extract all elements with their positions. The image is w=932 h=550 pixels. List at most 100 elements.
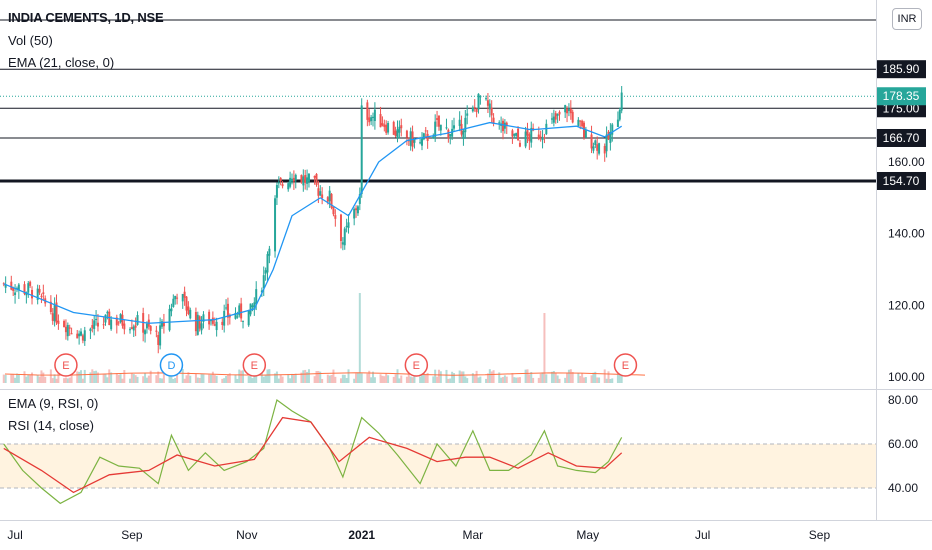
candle-body bbox=[464, 117, 467, 133]
candle-body bbox=[356, 206, 359, 214]
candle-body bbox=[172, 298, 175, 307]
candle-body bbox=[451, 128, 454, 137]
candle-body bbox=[23, 284, 26, 294]
volume-bar bbox=[607, 371, 610, 383]
volume-bar bbox=[566, 372, 569, 383]
volume-bar bbox=[155, 375, 158, 383]
candle-body bbox=[264, 270, 267, 274]
candle-body bbox=[372, 116, 375, 119]
candle-body bbox=[317, 188, 320, 196]
volume-bar bbox=[424, 374, 427, 383]
candle-body bbox=[145, 323, 148, 329]
pane-separator[interactable] bbox=[0, 389, 932, 390]
volume-bar bbox=[64, 377, 67, 383]
candle-body bbox=[605, 134, 608, 152]
volume-bar bbox=[598, 377, 601, 383]
volume-bar bbox=[583, 377, 585, 383]
volume-bar bbox=[567, 369, 570, 383]
candle-body bbox=[17, 284, 20, 291]
time-tick-label: 2021 bbox=[348, 528, 375, 542]
candle-body bbox=[486, 100, 489, 106]
candle-body bbox=[436, 118, 439, 120]
volume-bar bbox=[121, 378, 124, 383]
candle-body bbox=[181, 293, 184, 302]
volume-bar bbox=[89, 372, 92, 383]
volume-bar bbox=[183, 378, 186, 383]
time-tick-label: Sep bbox=[121, 528, 143, 542]
candle-body bbox=[477, 93, 480, 110]
candle-body bbox=[501, 120, 504, 132]
candle-body bbox=[128, 329, 131, 331]
candle-body bbox=[307, 173, 310, 182]
volume-bar bbox=[515, 377, 518, 383]
volume-bar bbox=[405, 376, 408, 383]
volume-bar bbox=[353, 378, 356, 383]
volume-bar bbox=[253, 372, 256, 383]
volume-bar bbox=[57, 370, 60, 383]
volume-bar bbox=[530, 372, 533, 383]
time-tick-label: Jul bbox=[695, 528, 710, 542]
candle-body bbox=[304, 175, 307, 183]
volume-bar bbox=[605, 378, 608, 383]
volume-bar bbox=[526, 369, 529, 383]
volume-bar bbox=[2, 374, 5, 383]
volume-bar bbox=[264, 375, 267, 383]
volume-bar bbox=[485, 378, 488, 383]
volume-bar bbox=[306, 371, 309, 383]
volume-bar bbox=[439, 371, 442, 383]
candle-body bbox=[368, 117, 371, 123]
candle-body bbox=[268, 248, 271, 256]
volume-bar bbox=[458, 370, 461, 383]
candle-body bbox=[53, 305, 56, 322]
candle-body bbox=[249, 303, 252, 315]
volume-bar bbox=[473, 375, 476, 383]
candle-body bbox=[149, 326, 152, 331]
candle-body bbox=[385, 124, 388, 133]
volume-bar bbox=[117, 374, 120, 383]
volume-bar bbox=[451, 371, 454, 383]
volume-bar bbox=[123, 369, 126, 383]
candle-body bbox=[215, 321, 218, 331]
volume-bar bbox=[236, 378, 239, 383]
candle-body bbox=[339, 214, 342, 242]
candle-body bbox=[370, 117, 373, 122]
ema-legend[interactable]: EMA (21, close, 0) bbox=[8, 55, 115, 70]
currency-badge[interactable]: INR bbox=[892, 8, 922, 30]
candle-body bbox=[242, 320, 245, 322]
volume-bar bbox=[413, 370, 416, 383]
rsi-ema-legend[interactable]: EMA (9, RSI, 0) bbox=[8, 396, 99, 411]
candle-body bbox=[379, 114, 382, 128]
candle-body bbox=[136, 315, 139, 325]
volume-bar bbox=[242, 370, 245, 383]
candle-body bbox=[466, 113, 469, 116]
rsi-legend[interactable]: RSI (14, close) bbox=[8, 418, 94, 433]
candle-body bbox=[57, 320, 60, 324]
volume-bar bbox=[134, 375, 137, 383]
volume-bar bbox=[142, 376, 145, 383]
volume-bar bbox=[620, 375, 623, 383]
volume-bar bbox=[172, 378, 175, 383]
volume-bar bbox=[187, 372, 190, 383]
candle-body bbox=[422, 133, 425, 140]
volume-bar bbox=[381, 375, 384, 383]
volume-bar bbox=[545, 374, 548, 383]
candle-body bbox=[343, 228, 346, 246]
volume-bar bbox=[594, 371, 597, 383]
symbol-title[interactable]: INDIA CEMENTS, 1D, NSE bbox=[8, 10, 164, 25]
candle-body bbox=[251, 305, 254, 307]
candle-body bbox=[475, 108, 478, 113]
volume-bar bbox=[194, 373, 197, 383]
volume-bar bbox=[373, 377, 376, 383]
volume-bar bbox=[262, 376, 265, 383]
candle-body bbox=[198, 316, 201, 329]
candle-body bbox=[347, 222, 350, 228]
volume-bar bbox=[215, 375, 218, 383]
volume-legend[interactable]: Vol (50) bbox=[8, 33, 53, 48]
time-tick-label: Jul bbox=[7, 528, 22, 542]
volume-bar bbox=[326, 374, 329, 383]
volume-bar bbox=[170, 376, 173, 383]
volume-bar bbox=[501, 377, 504, 383]
candle-body bbox=[287, 183, 290, 190]
